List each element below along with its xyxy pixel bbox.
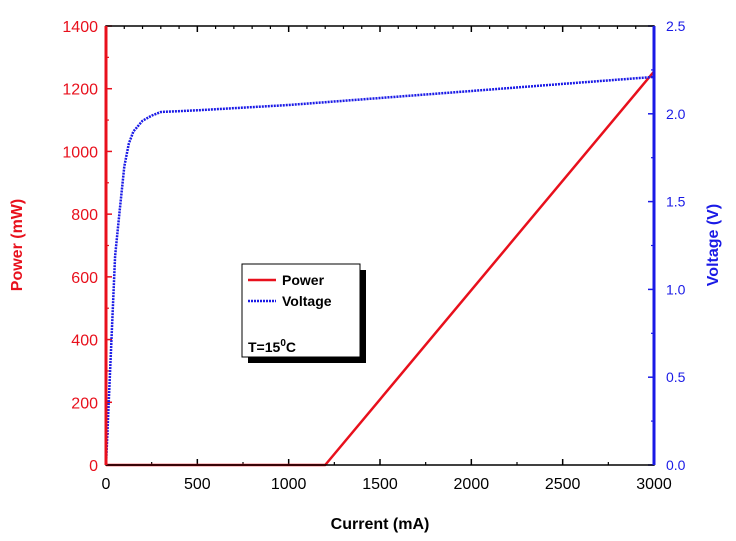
top-axis bbox=[105, 26, 655, 32]
right-tick-label: 0.0 bbox=[666, 457, 686, 473]
left-tick-label: 0 bbox=[89, 458, 98, 475]
x-tick-label: 3000 bbox=[636, 476, 672, 493]
x-tick-label: 2500 bbox=[545, 476, 581, 493]
voltage-series-line bbox=[104, 75, 655, 466]
x-tick-label: 1500 bbox=[362, 476, 398, 493]
x-axis: 0 500 1000 1500 2000 2500 3000 bbox=[102, 459, 672, 493]
right-tick-label: 0.5 bbox=[666, 369, 686, 385]
left-tick-label: 1200 bbox=[62, 82, 98, 99]
legend-power-label: Power bbox=[282, 272, 325, 288]
x-tick-label: 1000 bbox=[271, 476, 307, 493]
left-tick-label: 600 bbox=[71, 270, 98, 287]
left-tick-label: 400 bbox=[71, 333, 98, 350]
temperature-annotation: T=150C bbox=[248, 338, 296, 355]
x-tick-label: 0 bbox=[102, 476, 111, 493]
x-axis-title: Current (mA) bbox=[331, 516, 430, 533]
x-tick-label: 500 bbox=[184, 476, 211, 493]
right-tick-label: 1.5 bbox=[666, 194, 686, 210]
left-tick-label: 1400 bbox=[62, 19, 98, 36]
right-tick-label: 2.5 bbox=[666, 18, 686, 34]
left-axis-title: Power (mW) bbox=[9, 199, 26, 291]
series-layer bbox=[104, 70, 655, 467]
right-tick-label: 1.0 bbox=[666, 281, 686, 297]
legend-voltage-label: Voltage bbox=[282, 293, 332, 309]
right-tick-label: 2.0 bbox=[666, 106, 686, 122]
left-axis: 0 200 400 600 800 1000 1200 1400 bbox=[62, 19, 112, 475]
left-tick-label: 800 bbox=[71, 207, 98, 224]
power-series-line bbox=[106, 70, 655, 467]
right-axis-title: Voltage (V) bbox=[705, 204, 722, 286]
x-tick-label: 2000 bbox=[454, 476, 490, 493]
legend: Power Voltage T=150C bbox=[241, 263, 366, 363]
left-tick-label: 200 bbox=[71, 395, 98, 412]
left-tick-label: 1000 bbox=[62, 144, 98, 161]
